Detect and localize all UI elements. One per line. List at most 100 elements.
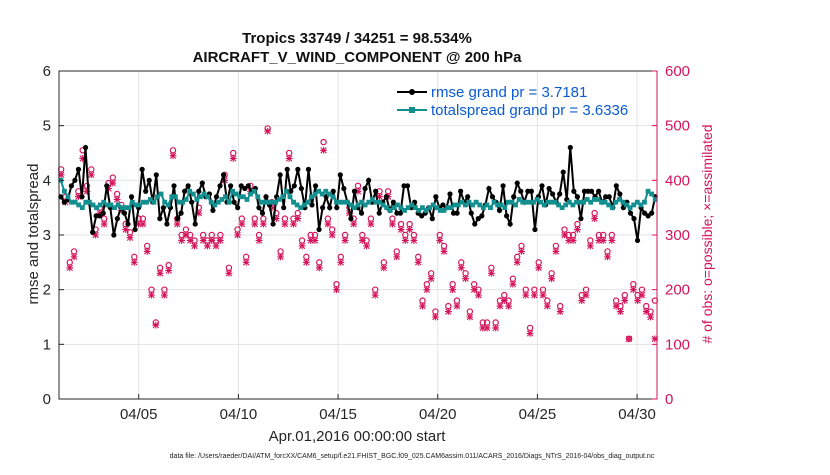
obs-assimilated-point xyxy=(651,335,659,343)
totalspread-point xyxy=(283,188,289,194)
obs-assimilated-point xyxy=(66,264,74,272)
obs-assimilated-point xyxy=(389,220,396,228)
totalspread-point xyxy=(613,199,619,205)
obs-assimilated-point xyxy=(518,248,525,255)
obs-assimilated-point xyxy=(586,242,594,250)
obs-assimilated-point xyxy=(255,237,263,244)
obs-possible-point xyxy=(462,270,469,277)
obs-assimilated-point xyxy=(315,264,323,272)
obs-assimilated-point xyxy=(470,286,478,294)
chart-title: Tropics 33749 / 34251 = 98.534% xyxy=(242,30,472,47)
totalspread-point xyxy=(448,205,454,211)
obs-assimilated-point xyxy=(302,258,310,266)
totalspread-point xyxy=(251,188,257,194)
rmse-point xyxy=(259,210,266,216)
rmse-point xyxy=(511,194,517,200)
rmse-point xyxy=(500,183,506,189)
totalspread-point xyxy=(556,202,561,208)
rmse-point xyxy=(61,199,67,205)
obs-assimilated-point xyxy=(178,237,186,244)
obs-possible-point xyxy=(604,248,611,255)
y-tick-label-2: 2 xyxy=(43,282,51,299)
legend-marker-1 xyxy=(409,107,415,113)
obs-assimilated-point xyxy=(569,237,577,244)
obs-possible-point xyxy=(427,270,435,277)
obs-possible-point xyxy=(513,253,521,261)
totalspread-point xyxy=(212,202,218,208)
rmse-point xyxy=(383,194,389,200)
totalspread-point xyxy=(215,199,221,205)
rmse-point xyxy=(235,205,241,211)
obs-assimilated-point xyxy=(320,146,327,154)
totalspread-point xyxy=(65,194,71,200)
obs-possible-point xyxy=(260,215,267,222)
obs-assimilated-point xyxy=(83,187,91,195)
obs-assimilated-point xyxy=(358,237,366,244)
obs-possible-point xyxy=(230,149,237,157)
obs-possible-point xyxy=(281,215,289,222)
obs-assimilated-point xyxy=(285,155,293,162)
totalspread-point xyxy=(301,202,307,208)
obs-assimilated-point xyxy=(350,220,358,228)
obs-possible-point xyxy=(548,270,555,277)
totalspread-point xyxy=(548,199,554,205)
rmse-point xyxy=(337,172,343,178)
totalspread-point xyxy=(409,202,415,208)
obs-assimilated-point xyxy=(500,297,508,304)
obs-assimilated-point xyxy=(380,264,388,272)
y-axis-right-label: # of obs: o=possible; ×=assimilated xyxy=(699,124,715,343)
totalspread-point xyxy=(90,202,96,208)
obs-assimilated-point xyxy=(629,286,637,294)
obs-assimilated-point xyxy=(492,324,500,332)
rmse-point xyxy=(189,199,195,205)
obs-assimilated-point xyxy=(436,237,444,244)
totalspread-point xyxy=(534,197,540,202)
totalspread-point xyxy=(348,202,354,208)
totalspread-point xyxy=(158,191,164,197)
obs-possible-point xyxy=(337,253,344,261)
obs-assimilated-point xyxy=(462,275,469,283)
obs-assimilated-point xyxy=(483,324,491,332)
obs-possible-point xyxy=(423,281,431,288)
rmse-point xyxy=(596,188,602,194)
obs-possible-point xyxy=(131,253,138,261)
rmse-point xyxy=(507,221,513,227)
obs-assimilated-point xyxy=(79,155,87,162)
totalspread-point xyxy=(624,202,629,208)
rmse-point xyxy=(171,183,177,189)
totalspread-point xyxy=(570,202,576,208)
rmse-point xyxy=(291,183,297,189)
x-axis-label: Apr.01,2016 00:00:00 start xyxy=(269,428,447,445)
totalspread-point xyxy=(649,191,655,197)
totalspread-point xyxy=(273,199,279,205)
totalspread-point xyxy=(115,202,121,208)
totalspread-point xyxy=(373,199,379,205)
obs-assimilated-point xyxy=(526,330,534,337)
obs-assimilated-point xyxy=(427,275,435,283)
obs-assimilated-point xyxy=(414,258,422,266)
totalspread-point xyxy=(201,191,207,197)
rmse-point xyxy=(160,205,166,211)
rmse-point xyxy=(288,188,294,194)
rmse-point xyxy=(489,194,496,200)
totalspread-point xyxy=(230,188,236,194)
totalspread-point xyxy=(316,188,322,194)
obs-assimilated-point xyxy=(522,291,530,299)
rmse-point xyxy=(256,205,262,211)
y-right-tick-label-0: 0 xyxy=(665,391,673,408)
totalspread-point xyxy=(477,202,483,208)
rmse-point xyxy=(132,226,138,233)
obs-assimilated-point xyxy=(401,237,409,244)
rmse-point xyxy=(305,166,312,172)
obs-possible-point xyxy=(501,291,508,299)
obs-assimilated-point xyxy=(311,237,319,244)
totalspread-point xyxy=(169,194,175,200)
totalspread-point xyxy=(584,197,590,202)
rmse-point xyxy=(174,216,181,222)
rmse-point xyxy=(479,213,485,219)
obs-assimilated-point xyxy=(552,248,560,255)
obs-possible-point xyxy=(621,291,628,299)
totalspread-point xyxy=(298,205,304,211)
y-right-tick-label-2: 200 xyxy=(665,282,690,299)
totalspread-point xyxy=(581,199,586,205)
